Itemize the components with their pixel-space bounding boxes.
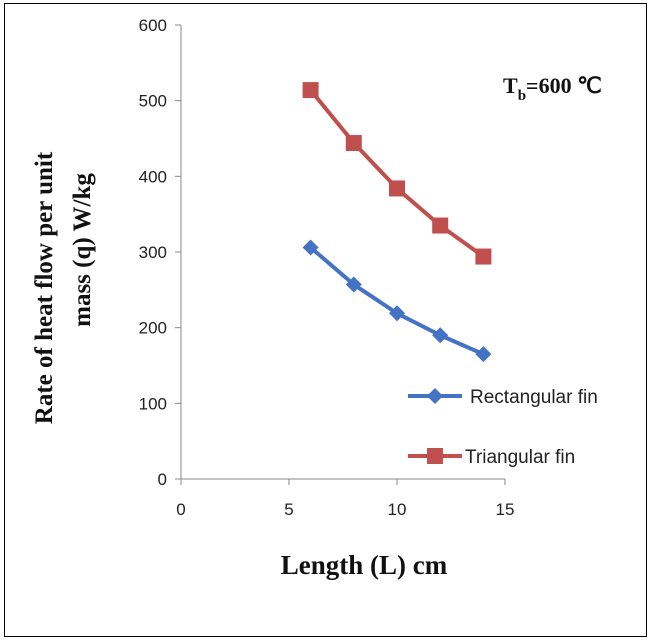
legend-item: Triangular fin <box>408 447 575 468</box>
annotation-rest: =600 ℃ <box>526 73 602 98</box>
x-tick-label: 0 <box>176 500 185 519</box>
legend-item: Rectangular fin <box>408 387 598 408</box>
y-tick-label: 200 <box>139 319 167 338</box>
x-tick-label: 5 <box>284 500 293 519</box>
y-tick-label: 0 <box>158 470 167 489</box>
series-triangular-fin <box>302 82 492 265</box>
data-point <box>345 276 362 293</box>
data-point <box>475 346 492 363</box>
data-point <box>389 180 405 197</box>
x-tick-label: 15 <box>496 500 515 519</box>
legend: Rectangular fin Triangular fin <box>408 387 598 468</box>
data-point <box>432 217 449 234</box>
data-point <box>345 135 362 152</box>
legend-marker <box>427 388 443 404</box>
y-tick-label: 400 <box>139 167 167 186</box>
data-point <box>475 248 492 265</box>
legend-marker <box>427 448 443 464</box>
base-temperature-annotation: Tb=600 ℃ <box>503 73 602 104</box>
axes: 0 100 200 300 400 500 600 0 5 10 15 <box>139 16 515 519</box>
data-point <box>389 305 405 322</box>
annotation-subscript: b <box>518 88 526 104</box>
y-tick-label: 500 <box>139 92 167 111</box>
data-point <box>302 82 319 99</box>
y-tick-label: 300 <box>139 243 167 262</box>
y-tick-label: 100 <box>139 394 167 413</box>
y-tick-label: 600 <box>139 16 167 35</box>
x-axis-label: Length (L) cm <box>281 550 448 580</box>
data-point <box>432 327 449 344</box>
x-tick-label: 10 <box>388 500 407 519</box>
series-layer <box>302 82 492 363</box>
legend-label: Rectangular fin <box>470 387 598 408</box>
y-axis-label-line2: mass (q) W/kg <box>69 173 96 327</box>
series-line <box>309 245 485 356</box>
legend-label: Triangular fin <box>465 447 575 468</box>
data-point <box>302 239 319 256</box>
y-axis-label-line1: Rate of heat flow per unit <box>31 151 58 424</box>
series-rectangular-fin <box>302 239 492 363</box>
series-line <box>309 88 485 259</box>
annotation-main: T <box>503 73 518 98</box>
